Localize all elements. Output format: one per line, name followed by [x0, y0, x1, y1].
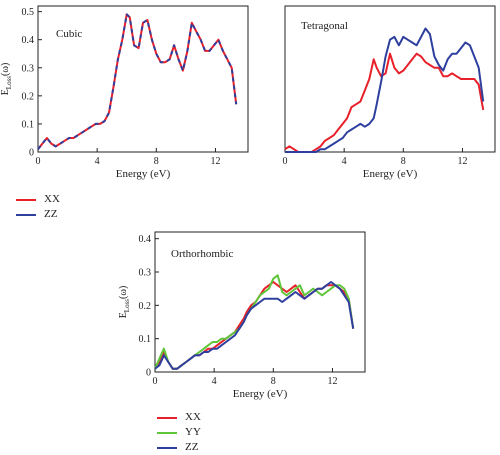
tetragonal-x-tick-label: 12: [457, 156, 467, 167]
cubic-panel: Cubic ELoss(ω) Energy (eV) 0 4 8 12 0 0.1 0.2 0…: [0, 5, 249, 180]
cubic-x-tick-label: 8: [154, 156, 159, 167]
orthorhombic-panel: Orthorhombic ELoss(ω) Energy (eV) 0 4 8 12 0…: [118, 231, 366, 400]
tetragonal-panel: Tetragonal Energy (eV) 0 4 8 12: [283, 5, 496, 180]
legend-label-xx: XX: [185, 411, 201, 423]
cubic-title: Cubic: [56, 28, 82, 40]
cubic-y-tick-label: 0.3: [22, 63, 35, 74]
tetragonal-title: Tetragonal: [301, 20, 348, 32]
orthorhombic-y-tick-label: 0.3: [139, 268, 152, 279]
legend-label-yy: YY: [185, 426, 201, 438]
orthorhombic-y-tick-label: 0.1: [139, 334, 152, 345]
tetragonal-plot-frame: [284, 5, 496, 153]
legend-item-xx: XX: [157, 410, 201, 425]
orthorhombic-x-tick-label: 0: [153, 376, 158, 387]
orthorhombic-x-axis-label: Energy (eV): [233, 388, 288, 400]
orthorhombic-y-tick-label: 0.4: [139, 234, 152, 245]
orthorhombic-plot-frame: [154, 231, 366, 373]
orthorhombic-legend: XX YY ZZ: [157, 410, 201, 455]
orthorhombic-series-line-zz: [154, 281, 355, 370]
cubic-y-axis-label: ELoss(ω): [0, 63, 13, 96]
tetragonal-x-tick-label: 0: [283, 156, 288, 167]
cubic-series-line-zz: [37, 13, 238, 150]
cubic-y-tick-label: 0.2: [22, 91, 35, 102]
legend-label-zz: ZZ: [44, 208, 58, 220]
cubic-y-tick-label: 0: [29, 148, 34, 159]
cubic-x-tick-label: 0: [36, 156, 41, 167]
cubic-plot-frame: [37, 5, 249, 153]
svg-text:ELoss(ω): ELoss(ω): [118, 286, 131, 319]
legend-label-xx: XX: [44, 193, 60, 205]
orthorhombic-y-tick-label: 0.2: [139, 301, 152, 312]
orthorhombic-series-line-yy: [154, 274, 355, 370]
legend-item-zz: ZZ: [16, 207, 60, 222]
legend-item-yy: YY: [157, 425, 201, 440]
orthorhombic-x-tick-label: 4: [212, 376, 217, 387]
svg-text:ELoss(ω): ELoss(ω): [0, 63, 13, 96]
legend-swatch-zz: [157, 446, 177, 449]
cubic-x-tick-label: 4: [95, 156, 100, 167]
orthorhombic-x-tick-label: 8: [271, 376, 276, 387]
orthorhombic-title: Orthorhombic: [171, 248, 233, 260]
cubic-y-tick-label: 0.5: [22, 7, 35, 18]
legend-label-zz: ZZ: [185, 441, 199, 453]
cubic-legend: XX ZZ: [16, 192, 60, 222]
tetragonal-series-line-zz: [285, 27, 485, 153]
cubic-y-tick-label: 0.4: [22, 35, 35, 46]
legend-swatch-yy: [157, 431, 177, 434]
tetragonal-x-tick-label: 8: [401, 156, 406, 167]
orthorhombic-y-axis-label: ELoss(ω): [118, 286, 131, 319]
cubic-y-tick-label: 0.1: [22, 119, 35, 130]
tetragonal-x-axis-label: Energy (eV): [363, 168, 418, 180]
orthorhombic-x-tick-label: 12: [327, 376, 337, 387]
legend-item-zz: ZZ: [157, 440, 201, 455]
legend-item-xx: XX: [16, 192, 60, 207]
legend-swatch-xx: [157, 416, 177, 419]
cubic-x-tick-label: 12: [210, 156, 220, 167]
cubic-x-axis-label: Energy (eV): [116, 168, 171, 180]
orthorhombic-y-tick-label: 0: [146, 368, 151, 379]
tetragonal-x-tick-label: 4: [342, 156, 347, 167]
legend-swatch-zz: [16, 213, 36, 216]
legend-swatch-xx: [16, 198, 36, 201]
